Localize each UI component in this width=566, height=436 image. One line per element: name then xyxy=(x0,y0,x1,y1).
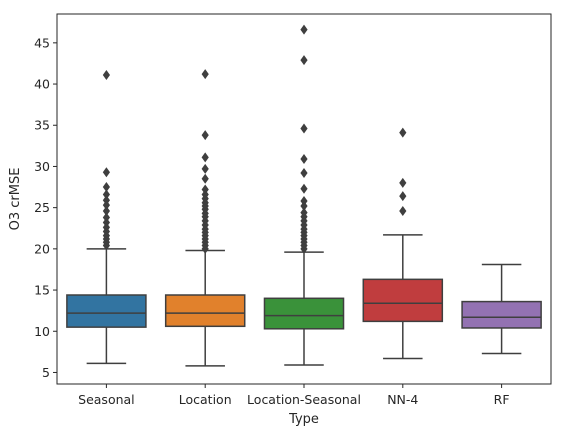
outlier-point xyxy=(102,205,110,216)
outlier-point xyxy=(102,69,110,80)
box xyxy=(362,278,444,323)
x-tick-label: Seasonal xyxy=(78,392,135,407)
outlier-point xyxy=(102,167,110,178)
y-tick-label: 15 xyxy=(34,283,50,298)
outlier-point xyxy=(201,69,209,80)
outlier-point xyxy=(399,177,407,188)
y-tick-label: 45 xyxy=(34,35,50,50)
y-tick-label: 40 xyxy=(34,77,50,92)
outlier-point xyxy=(102,240,110,251)
box-group-nn-4 xyxy=(362,127,444,360)
outlier-point xyxy=(300,183,308,194)
box xyxy=(263,297,345,330)
axes-frame xyxy=(56,13,552,385)
outlier-point xyxy=(102,182,110,193)
box xyxy=(164,294,246,328)
outlier-point xyxy=(399,127,407,138)
x-axis-ticks: Seasonal Location Location-Seasonal NN-4 RF xyxy=(78,384,510,407)
outlier-point xyxy=(399,205,407,216)
y-tick-label: 30 xyxy=(34,159,50,174)
outlier-point xyxy=(399,191,407,202)
x-tick-label: NN-4 xyxy=(387,392,418,407)
outlier-point xyxy=(300,24,308,35)
outlier-point xyxy=(201,243,209,254)
outlier-point xyxy=(201,163,209,174)
outlier-point xyxy=(300,154,308,165)
box-group-location-seasonal xyxy=(263,24,345,366)
x-tick-label: Location-Seasonal xyxy=(247,392,361,407)
y-tick-label: 20 xyxy=(34,241,50,256)
outlier-point xyxy=(300,55,308,66)
y-tick-label: 10 xyxy=(34,324,50,339)
outlier-point xyxy=(102,200,110,211)
y-tick-label: 5 xyxy=(42,365,50,380)
x-tick-label: RF xyxy=(494,392,510,407)
box xyxy=(66,294,147,328)
box xyxy=(461,300,542,329)
x-tick-label: Location xyxy=(179,392,232,407)
outlier-point xyxy=(102,189,110,200)
box-group-location xyxy=(164,69,246,367)
plot-area xyxy=(66,24,542,367)
y-axis-label: O3 crMSE xyxy=(8,168,23,231)
outlier-point xyxy=(300,201,308,212)
outlier-point xyxy=(201,130,209,141)
x-axis-label: Type xyxy=(288,412,319,427)
outlier-point xyxy=(201,173,209,184)
outlier-point xyxy=(300,123,308,134)
outlier-point xyxy=(300,243,308,254)
outlier-point xyxy=(300,168,308,179)
outlier-point xyxy=(201,152,209,163)
box-group-seasonal xyxy=(66,69,147,365)
y-tick-label: 35 xyxy=(34,118,50,133)
y-axis-ticks: 5 10 15 20 25 30 35 40 45 xyxy=(34,35,57,380)
y-tick-label: 25 xyxy=(34,200,50,215)
box-group-rf xyxy=(461,263,542,355)
